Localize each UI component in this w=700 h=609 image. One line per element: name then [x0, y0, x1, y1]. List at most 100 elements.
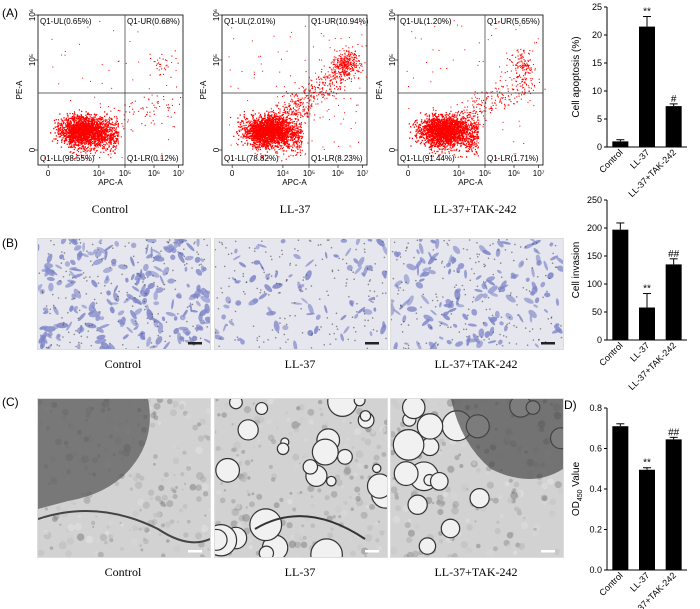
- y-tick-label: 0.4: [589, 484, 602, 494]
- significance-mark-1: **: [643, 458, 651, 469]
- y-tick-label: 200: [587, 223, 602, 233]
- flow-caption-ll37: LL-37: [279, 202, 311, 216]
- y-axis-label: PE-A: [199, 80, 208, 99]
- y-tick-label: 50: [592, 307, 602, 317]
- vacuole: [393, 461, 419, 487]
- bar-1: [639, 469, 655, 570]
- vacuole: [310, 538, 343, 557]
- vacuole: [311, 438, 339, 466]
- vacuole: [215, 457, 241, 483]
- x-tick-label: 10⁵: [119, 169, 131, 178]
- y-tick-label: 250: [587, 195, 602, 205]
- membrane: [38, 510, 210, 544]
- y-tick-label: 20: [592, 30, 602, 40]
- x-tick-label: 10⁷: [173, 169, 185, 178]
- x-tick-label: 10⁵: [479, 169, 491, 178]
- flow-caption-ll37-tak242: LL-37+TAK-242: [433, 202, 517, 216]
- micrograph-background: [215, 239, 387, 349]
- y-axis-label: PE-A: [375, 80, 384, 99]
- significance-mark-2: ##: [668, 427, 680, 438]
- vacuole: [258, 545, 275, 557]
- y-tick-label: 0.6: [589, 444, 602, 454]
- tem-caption-ll37-tak242: LL-37+TAK-242: [434, 565, 518, 579]
- flow-dots: [44, 20, 184, 161]
- x-tick-label: 10⁴: [277, 169, 290, 178]
- y-tick-label: 10⁵: [212, 54, 221, 66]
- vacuole: [228, 399, 243, 410]
- tem-image-control: [37, 398, 211, 558]
- bar-1: [639, 307, 655, 340]
- bar-1: [639, 26, 655, 148]
- vacuole: [302, 459, 319, 475]
- quadrant-label-ul: Q1-UL(1.20%): [400, 17, 452, 26]
- x-category-label-1: LL-37: [628, 340, 651, 363]
- tem-caption-ll37: LL-37: [284, 565, 316, 579]
- vacuole: [429, 471, 449, 491]
- vacuole: [366, 473, 387, 499]
- y-tick-label: 10⁶: [388, 9, 397, 21]
- membrane: [254, 515, 366, 540]
- invasion-caption-ll37: LL-37: [284, 357, 316, 371]
- y-tick-label: 10⁵: [388, 54, 397, 66]
- x-category-label-2: LL-37+TAK-242: [626, 340, 678, 392]
- nucleus: [451, 399, 563, 479]
- y-tick-label: 10⁶: [28, 9, 37, 21]
- invasion-image-control: [37, 238, 211, 350]
- x-tick-label: 0: [406, 169, 411, 178]
- invasion-caption-control: Control: [104, 357, 142, 371]
- y-tick-label: 0: [388, 147, 397, 152]
- y-axis-title: Cell invasion: [571, 242, 582, 299]
- bar-2: [665, 439, 682, 570]
- vacuole: [255, 401, 269, 416]
- y-tick-label: 0: [212, 147, 221, 152]
- vacuole: [276, 442, 290, 456]
- vacuole: [469, 488, 490, 509]
- x-tick-label: 0: [46, 169, 51, 178]
- y-tick-label: 0.0: [589, 565, 602, 575]
- scale-bar: [188, 342, 202, 345]
- x-axis-label: APC-A: [282, 178, 307, 187]
- x-tick-label: 10⁷: [533, 169, 545, 178]
- bar-2: [665, 264, 682, 340]
- x-category-label-1: LL-37: [628, 570, 651, 593]
- scale-bar: [188, 550, 202, 553]
- tem-image-ll37: [214, 398, 388, 558]
- x-tick-label: 10⁴: [93, 169, 106, 178]
- significance-mark-2: ##: [668, 249, 680, 260]
- significance-mark-1: **: [643, 7, 651, 18]
- vacuole: [215, 528, 228, 551]
- y-tick-label: 0: [597, 335, 602, 345]
- flow-dots: [406, 20, 546, 159]
- y-axis-title: Cell apoptosis (%): [571, 36, 582, 117]
- x-axis-label: APC-A: [98, 178, 123, 187]
- quadrant-label-lr: Q1-LR(1.71%): [487, 154, 539, 163]
- y-tick-label: 100: [587, 279, 602, 289]
- quadrant-label-ur: Q1-UR(0.68%): [127, 17, 180, 26]
- invasion-image-ll37-tak242: [390, 238, 564, 350]
- flow-dots: [228, 20, 367, 162]
- scale-bar: [541, 342, 555, 345]
- vacuole: [359, 410, 372, 422]
- vacuole: [353, 399, 366, 407]
- invasion-image-ll37: [214, 238, 388, 350]
- quadrant-label-ll: Q1-LL(78.82%): [224, 154, 279, 163]
- y-tick-label: 25: [592, 2, 602, 12]
- y-tick-label: 10: [592, 86, 602, 96]
- x-tick-label: 10⁶: [148, 169, 160, 178]
- y-tick-label: 10⁶: [212, 9, 221, 21]
- bar-0: [612, 229, 629, 340]
- vacuole: [392, 428, 425, 461]
- y-tick-label: 0.2: [589, 525, 602, 535]
- y-tick-label: 0: [597, 142, 602, 152]
- bar-0: [612, 426, 629, 570]
- x-tick-label: 10⁴: [453, 169, 466, 178]
- flow-plot-2: Q1-UL(1.20%) Q1-UR(5.65%) Q1-LL(91.44%) Q1-…: [375, 9, 546, 187]
- y-axis-title: OD450 Value: [571, 461, 584, 516]
- x-tick-label: 10⁶: [332, 169, 344, 178]
- bar-0: [612, 141, 629, 147]
- invasion-caption-ll37-tak242: LL-37+TAK-242: [434, 357, 518, 371]
- x-tick-label: 10⁷: [357, 169, 369, 178]
- tem-image-ll37-tak242: [390, 398, 564, 558]
